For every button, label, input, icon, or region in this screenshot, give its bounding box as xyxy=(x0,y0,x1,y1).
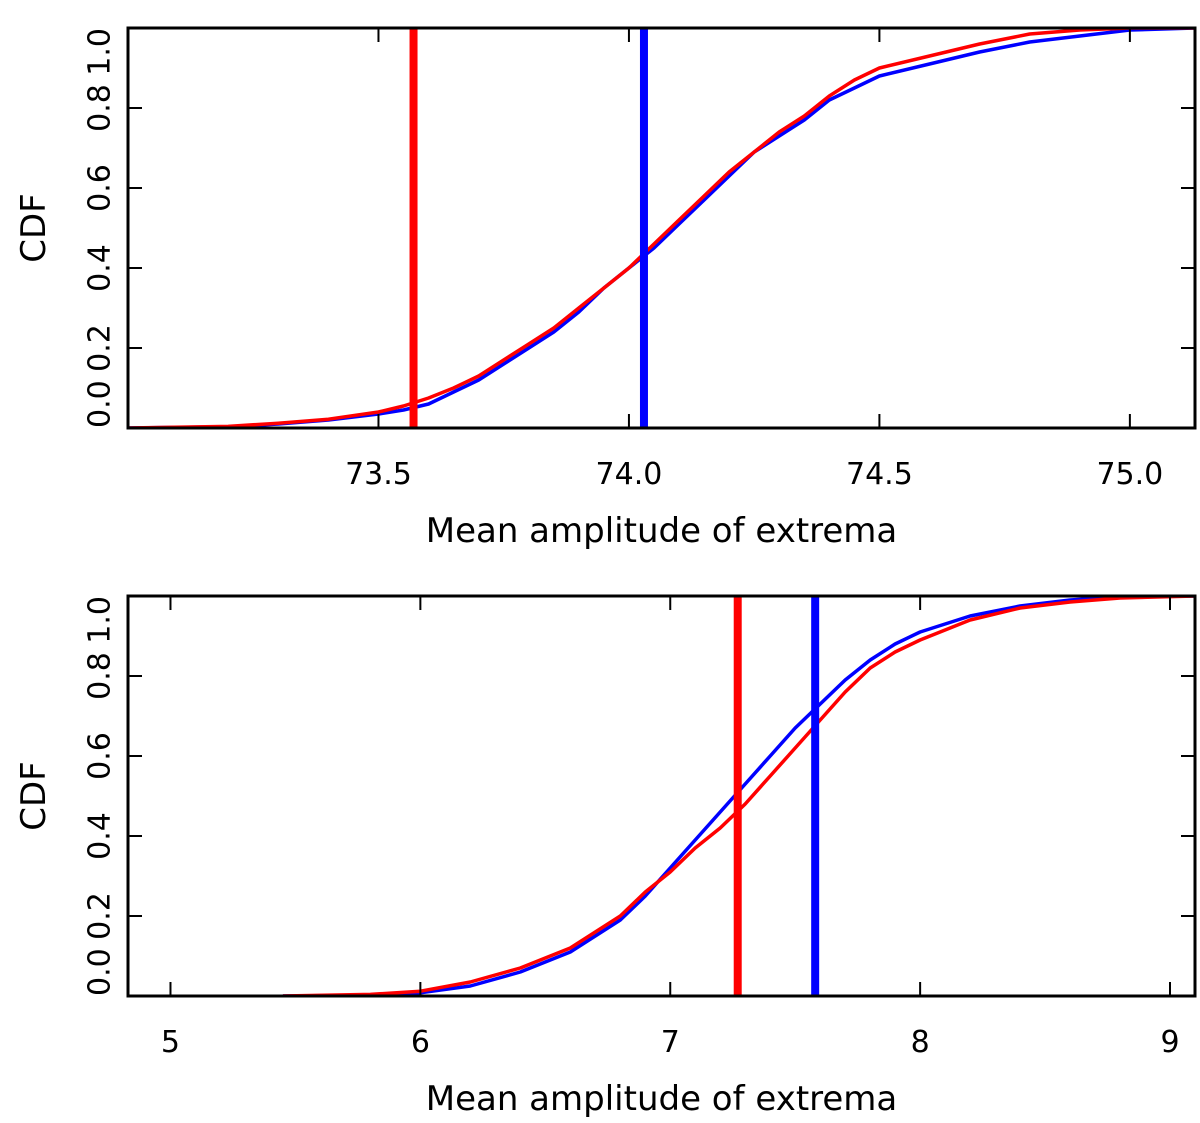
top-y-tick-label: 0.8 xyxy=(83,84,118,132)
bottom-cdf-line-blue xyxy=(282,596,1195,996)
bottom-plot-content xyxy=(282,596,1195,996)
top-chart-panel: 73.5 74.0 74.5 75.0 0.0 0.2 0.4 0.6 0.8 1.0 Mean … xyxy=(14,26,1197,551)
bottom-plot-frame xyxy=(126,594,1197,998)
top-x-tick-label: 73.5 xyxy=(345,457,412,492)
bottom-y-tick-label: 1.0 xyxy=(83,596,118,644)
bottom-y-axis-label: CDF xyxy=(14,761,54,830)
bottom-x-tick-label: 8 xyxy=(911,1025,930,1060)
top-x-tick-label: 75.0 xyxy=(1096,457,1163,492)
top-plot-content xyxy=(128,28,1195,428)
top-y-tick-label: 0.2 xyxy=(83,324,118,372)
top-y-tick-label: 0.0 xyxy=(83,380,118,428)
bottom-y-tick-label: 0.0 xyxy=(83,948,118,996)
top-plot-frame xyxy=(126,26,1197,430)
bottom-cdf-line-red xyxy=(282,596,1195,996)
bottom-x-tick-label: 6 xyxy=(411,1025,430,1060)
bottom-x-tick-label: 5 xyxy=(161,1025,180,1060)
top-x-axis-label: Mean amplitude of extrema xyxy=(426,511,898,551)
bottom-chart-panel: 5 6 7 8 9 0.0 0.2 0.4 0.6 0.8 1.0 Mean amplitude o… xyxy=(14,594,1197,1119)
top-ticks: 73.5 74.0 74.5 75.0 0.0 0.2 0.4 0.6 0.8 1.0 xyxy=(83,27,1195,492)
top-cdf-line-blue xyxy=(128,28,1195,428)
bottom-y-tick-label: 0.4 xyxy=(83,812,118,860)
top-y-tick-label: 1.0 xyxy=(83,28,118,76)
top-x-tick-label: 74.0 xyxy=(596,457,663,492)
bottom-y-tick-label: 0.8 xyxy=(83,652,118,700)
bottom-y-tick-label: 0.6 xyxy=(83,732,118,780)
bottom-x-axis-label: Mean amplitude of extrema xyxy=(426,1079,898,1119)
top-y-axis-label: CDF xyxy=(14,193,54,262)
top-y-tick-label: 0.4 xyxy=(83,244,118,292)
bottom-ticks: 5 6 7 8 9 0.0 0.2 0.4 0.6 0.8 1.0 xyxy=(83,595,1195,1060)
top-cdf-line-red xyxy=(128,28,1195,428)
top-y-tick-label: 0.6 xyxy=(83,164,118,212)
top-x-tick-label: 74.5 xyxy=(846,457,913,492)
bottom-x-tick-label: 7 xyxy=(661,1025,680,1060)
bottom-y-tick-label: 0.2 xyxy=(83,892,118,940)
bottom-x-tick-label: 9 xyxy=(1160,1025,1179,1060)
